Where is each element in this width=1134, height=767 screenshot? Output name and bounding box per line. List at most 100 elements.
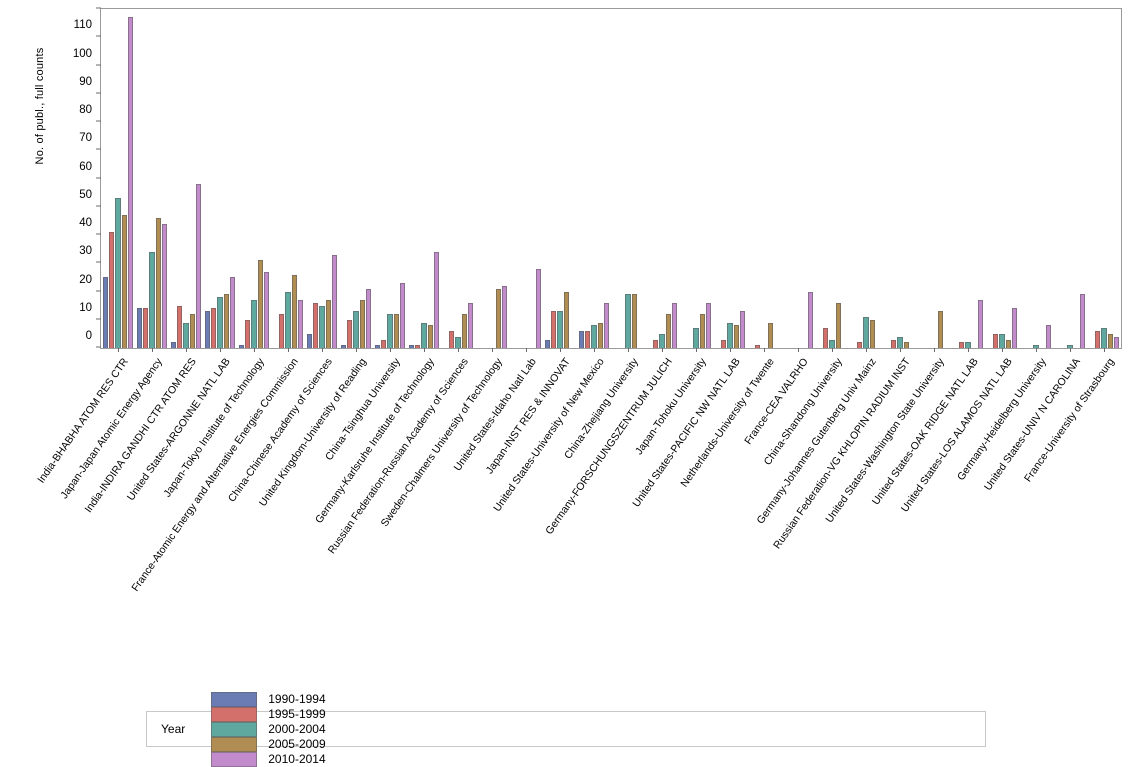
x-axis-tick-mark: [798, 348, 799, 352]
bar-group: [1053, 9, 1087, 348]
bar: [544, 339, 551, 348]
bar-group: [781, 9, 815, 348]
y-axis-tick-mark: [96, 148, 101, 150]
bar: [353, 311, 359, 348]
bar: [313, 302, 319, 348]
x-axis-tick-mark: [730, 348, 731, 352]
bar: [863, 316, 869, 348]
y-axis-tick-label: 10: [79, 301, 92, 314]
y-axis-tick-mark: [96, 177, 101, 178]
bar-group: [713, 9, 747, 348]
bar: [959, 342, 965, 348]
bar: [387, 314, 393, 348]
legend-item[interactable]: 1995-1999: [211, 706, 326, 722]
bar: [263, 271, 270, 348]
bar: [467, 302, 474, 348]
y-axis-tick-label: 50: [79, 188, 92, 201]
x-axis-tick-mark: [526, 348, 527, 352]
bar: [109, 232, 115, 348]
x-axis-tick-mark: [322, 348, 323, 352]
plot-area: 0 10 20 30 40 50 60 70 80 90 100 110 120: [73, 0, 1122, 352]
bar: [115, 198, 121, 348]
bar-group: [407, 9, 441, 348]
x-axis-tick-mark: [1002, 348, 1003, 352]
x-axis-tick-mark: [424, 348, 425, 352]
x-axis-tick-mark: [764, 348, 765, 352]
bar: [699, 314, 705, 348]
bar: [835, 302, 841, 348]
bar: [551, 311, 557, 348]
x-axis-tick-mark: [186, 348, 187, 352]
x-axis-tick-mark: [356, 348, 357, 352]
y-axis-tick-mark: [96, 120, 101, 122]
bar-group: [169, 9, 203, 348]
bar: [1107, 333, 1113, 348]
bar: [136, 308, 143, 348]
y-axis-tick-mark: [96, 233, 101, 235]
bar: [306, 333, 313, 348]
legend-label: 2010-2014: [268, 752, 326, 766]
y-axis-tick-label: 70: [79, 132, 92, 145]
y-axis-tick-label: 80: [79, 104, 92, 116]
x-axis-tick-mark: [968, 348, 969, 352]
y-axis-tick-mark: [96, 92, 101, 94]
bar: [189, 314, 195, 348]
bar: [319, 305, 325, 348]
bar-group: [849, 9, 883, 348]
legend-label: 1990-1994: [268, 692, 326, 706]
bar: [195, 184, 202, 348]
bar: [937, 311, 943, 348]
bar: [1067, 345, 1073, 348]
x-axis-tick-mark: [390, 348, 391, 352]
legend-item[interactable]: 2010-2014: [211, 751, 326, 767]
legend-label: 2005-2009: [268, 737, 326, 751]
x-axis-tick-mark: [458, 348, 459, 352]
bar: [257, 260, 263, 348]
y-axis-tick-mark: [96, 346, 101, 348]
legend-color-swatch: [211, 691, 258, 707]
x-axis-tick-mark: [1070, 348, 1071, 352]
bar-group: [305, 9, 339, 348]
y-axis-title: No. of publ., full counts: [34, 47, 46, 165]
bar: [869, 319, 875, 348]
bar: [897, 336, 903, 348]
legend-item[interactable]: 1990-1994: [211, 691, 326, 707]
legend-items: 1990-1994 1995-1999 2000-2004 2005-2009 2010…: [211, 691, 359, 767]
bar: [229, 277, 236, 348]
bar: [427, 325, 433, 348]
bar: [755, 345, 761, 348]
bar: [170, 342, 177, 348]
x-axis-tick-mark: [220, 348, 221, 352]
legend-title: Year: [161, 722, 186, 736]
bar-group: [203, 9, 237, 348]
bar-group: [339, 9, 373, 348]
bar-group: [135, 9, 169, 348]
bar-group: [645, 9, 679, 348]
bar: [449, 331, 455, 348]
bar: [1101, 328, 1107, 348]
x-axis-tick-mark: [152, 348, 153, 352]
legend-item[interactable]: 2000-2004: [211, 721, 326, 737]
y-axis-tick-label: 90: [79, 75, 92, 88]
bar: [121, 215, 127, 348]
x-axis-tick-mark: [900, 348, 901, 352]
bar: [999, 333, 1005, 348]
bar-series-container: [101, 9, 1121, 352]
bar: [223, 294, 229, 348]
bar: [251, 299, 257, 348]
y-axis-tick-mark: [96, 290, 101, 291]
bar: [557, 311, 563, 348]
y-axis-tick-label: 100: [72, 47, 92, 60]
x-axis-tick-mark: [696, 348, 697, 352]
legend-label: 2000-2004: [268, 722, 326, 736]
bar: [340, 345, 347, 348]
bar: [739, 311, 746, 348]
bar: [374, 345, 381, 348]
legend-item[interactable]: 2005-2009: [211, 736, 326, 752]
bar: [603, 302, 610, 348]
bar-group: [985, 9, 1019, 348]
bar-group: [815, 9, 849, 348]
bar-group: [917, 9, 951, 348]
bar: [631, 294, 637, 348]
